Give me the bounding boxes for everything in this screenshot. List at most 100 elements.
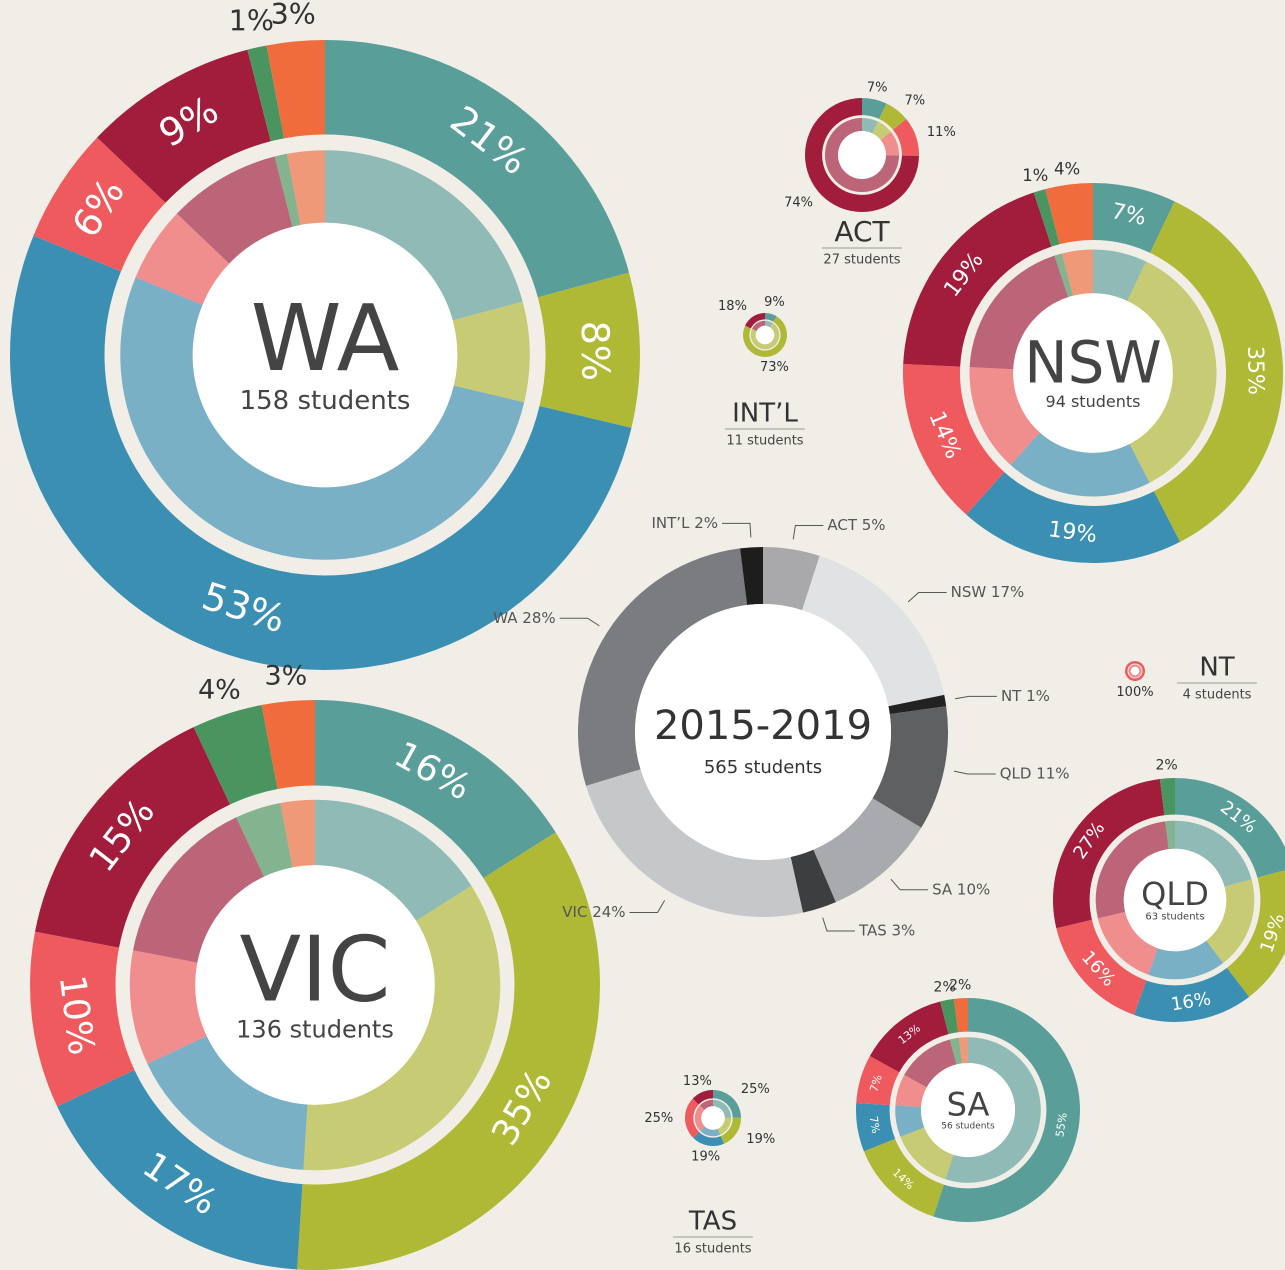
region-subtitle: 94 students (1046, 392, 1141, 411)
region-title: WA (251, 285, 400, 392)
inner-segment (120, 277, 525, 560)
outer-segment (879, 103, 907, 130)
outer-segment (933, 998, 1080, 1222)
outer-segment (856, 1102, 896, 1152)
separator-ring (1090, 815, 1260, 985)
region-title: VIC (240, 917, 391, 1022)
segment-label: 19% (1047, 517, 1099, 548)
inner-segment (872, 121, 891, 140)
region-subtitle: 11 students (726, 434, 803, 449)
segment-label: 55% (1053, 1112, 1070, 1138)
region-title: ACT (834, 215, 890, 248)
segment (577, 548, 748, 786)
leader-line (890, 878, 929, 891)
outer-segment (966, 472, 1181, 563)
inner-segment (1128, 664, 1142, 678)
outer-segment (1226, 870, 1285, 997)
segment (872, 706, 948, 828)
inner-segment (280, 799, 315, 868)
outer-segment (261, 700, 315, 790)
region-subtitle: 158 students (240, 386, 411, 416)
inner-segment (880, 131, 900, 156)
outer-segment (193, 705, 278, 805)
segment-label: 11% (927, 125, 956, 140)
segment-label: 7% (904, 93, 925, 108)
separator-ring (961, 241, 1225, 505)
outer-segment (57, 1069, 303, 1270)
segment-label: 7% (867, 1073, 884, 1093)
leader-line (907, 591, 947, 603)
outer-segment (720, 1117, 741, 1144)
segment (586, 769, 803, 917)
inner-segment (713, 1099, 732, 1118)
segment-label: 13% (683, 1074, 712, 1089)
outer-segment (33, 137, 166, 272)
center-disc (701, 1106, 725, 1130)
inner-segment (949, 1037, 963, 1065)
inner-segment (752, 320, 765, 332)
region-title: INT’L (732, 399, 798, 429)
separator-ring (890, 1032, 1046, 1188)
inner-segment (824, 117, 900, 193)
region-title: SA (947, 1085, 990, 1123)
inner-segment (1010, 432, 1150, 497)
inner-segment (274, 153, 301, 227)
inner-segment (1054, 253, 1073, 298)
inner-segment (1061, 249, 1093, 296)
outer-segment (856, 1056, 900, 1106)
center-disc (1013, 293, 1173, 453)
region-subtitle: 56 students (941, 1122, 995, 1132)
outer-segment (903, 363, 1005, 515)
segment-label: 4% (198, 674, 241, 705)
region-title: TAS (688, 1207, 737, 1237)
segment (740, 547, 763, 605)
segment-label: 74% (784, 196, 813, 211)
region-title: NSW (1024, 329, 1162, 397)
outer-segment (1045, 183, 1093, 245)
segment-label: 10% (51, 973, 102, 1058)
outer-segment (315, 700, 556, 879)
center-disc (838, 131, 886, 179)
inner-segment (1148, 940, 1224, 980)
region-title: NT (1199, 653, 1234, 683)
region-subtitle: 136 students (236, 1015, 394, 1043)
outer-segment (1033, 189, 1060, 247)
outer-segment (30, 931, 135, 1107)
segment-label: 9% (764, 295, 785, 310)
segment-label: 3% (271, 0, 316, 31)
segment-label: 2% (1156, 758, 1178, 774)
segment-label: 1% (1022, 166, 1048, 185)
inner-segment (862, 117, 878, 134)
outer-segment (1053, 778, 1165, 929)
outer-segment (903, 192, 1052, 367)
leader-line (559, 617, 600, 627)
segment (790, 849, 836, 913)
inner-segment (969, 255, 1069, 370)
center-disc (635, 604, 891, 860)
segment-label: QLD 11% (1000, 764, 1070, 782)
outer-segment (1056, 919, 1147, 1015)
inner-segment (135, 213, 230, 305)
segment-label: 8% (573, 320, 618, 381)
segment-label: 7% (867, 80, 888, 95)
segment-label: 1% (229, 4, 274, 37)
segment-label: NT 1% (1001, 687, 1050, 705)
separator-ring (749, 319, 781, 351)
outer-segment (1093, 183, 1175, 253)
outer-segment (247, 45, 285, 142)
segment-label: 19% (691, 1150, 720, 1165)
segment (813, 798, 922, 903)
inner-segment (129, 950, 207, 1064)
outer-segment (97, 49, 271, 203)
outer-segment (297, 832, 601, 1270)
outer-segment (953, 998, 968, 1033)
region-subtitle: 16 students (674, 1242, 751, 1257)
segment-label: 35% (1242, 346, 1268, 395)
inner-segment (1165, 820, 1175, 850)
region-subtitle: 63 students (1145, 911, 1204, 922)
segment-label: 7% (867, 1115, 883, 1134)
region-subtitle: 27 students (823, 253, 900, 268)
inner-segment (452, 301, 530, 403)
region-title: QLD (1141, 875, 1209, 913)
